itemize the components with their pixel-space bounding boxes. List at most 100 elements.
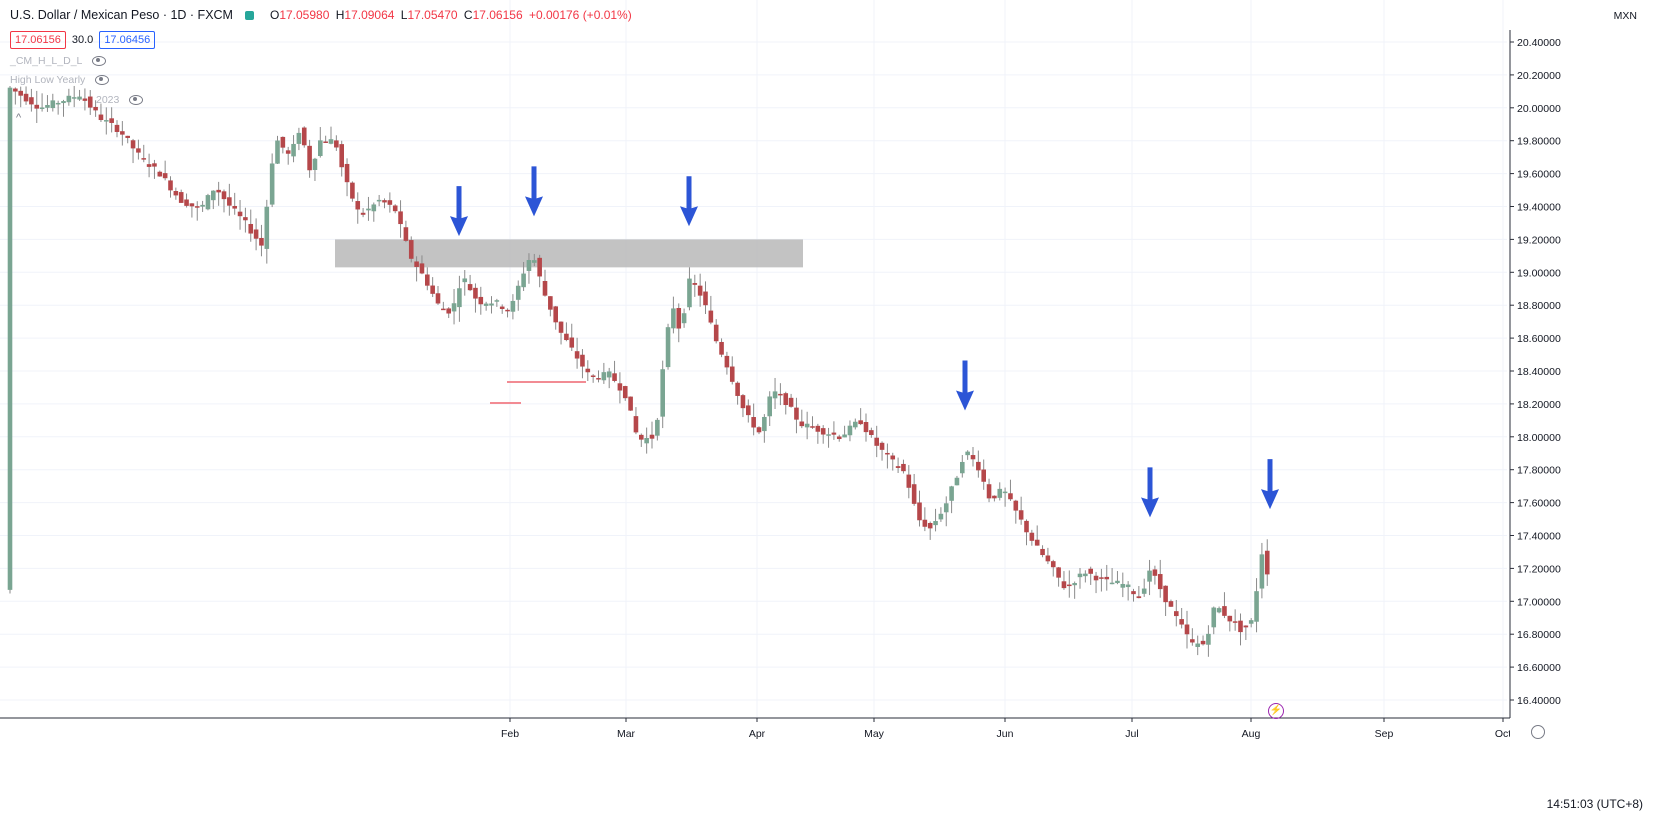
candle <box>794 397 799 434</box>
candle <box>77 89 82 101</box>
candle-body <box>665 327 671 368</box>
candle <box>1093 571 1099 594</box>
candle-body <box>986 484 992 499</box>
candle-body <box>232 205 237 209</box>
indicator-row-2[interactable]: High Low Yearly <box>10 74 110 86</box>
candle <box>1211 606 1217 635</box>
candle-body <box>858 420 863 425</box>
candle-body <box>847 425 853 436</box>
candle <box>467 274 473 292</box>
indicator-row-1[interactable]: _CM_H_L_D_L <box>10 55 107 67</box>
candle <box>671 296 676 334</box>
candle <box>970 446 976 467</box>
candle-body <box>1008 493 1013 500</box>
sell-price[interactable]: 17.06156 <box>10 31 66 49</box>
candle-body <box>810 426 815 428</box>
candle <box>200 200 205 212</box>
y-tick-label: 17.80000 <box>1517 465 1561 477</box>
candle-body <box>323 141 328 143</box>
candle-body <box>671 308 676 329</box>
eye-icon[interactable] <box>129 95 144 105</box>
candle-body <box>1200 640 1206 645</box>
candle-body <box>82 98 88 101</box>
candle <box>419 255 425 275</box>
candle <box>146 153 152 178</box>
candle-body <box>655 419 660 436</box>
candle-body <box>558 321 564 333</box>
candle-body <box>269 163 275 205</box>
candle-body <box>1206 633 1211 645</box>
candle-body <box>296 132 302 144</box>
candle-body <box>87 96 93 108</box>
indicator-row-3[interactable]: 2023 <box>96 94 144 106</box>
candle-body <box>50 100 56 109</box>
candle <box>109 107 114 133</box>
candle <box>981 459 986 490</box>
candle <box>430 277 435 298</box>
candle <box>681 308 687 328</box>
candle-body <box>334 140 339 148</box>
candle <box>708 295 714 325</box>
indicator-label: High Low Yearly <box>10 74 86 86</box>
candle <box>639 433 644 447</box>
candle <box>473 283 478 313</box>
gear-icon[interactable] <box>1531 725 1545 739</box>
candle-body <box>344 163 350 183</box>
candle-body <box>184 199 189 206</box>
candle-body <box>521 273 526 288</box>
candle-body <box>890 455 896 460</box>
clock[interactable]: 14:51:03 (UTC+8) <box>1546 797 1643 811</box>
chevron-up-icon[interactable]: ^ <box>16 112 22 124</box>
price-boxes: 17.06156 30.0 17.06456 <box>10 31 156 49</box>
candle <box>853 418 858 430</box>
candle-body <box>1002 491 1008 494</box>
eye-icon[interactable] <box>92 56 107 66</box>
candle-body <box>1045 555 1051 562</box>
candle-body <box>13 88 18 92</box>
candle <box>355 192 361 224</box>
candle-body <box>1077 573 1083 578</box>
candle <box>633 407 639 435</box>
candle-body <box>98 114 104 121</box>
candle <box>93 100 98 117</box>
candle <box>451 289 457 325</box>
close-label: C <box>463 8 473 22</box>
currency-label[interactable]: MXN <box>1613 10 1637 22</box>
candle <box>660 360 665 429</box>
candle <box>1254 578 1259 633</box>
candle-body <box>355 201 361 210</box>
price-axis[interactable]: 20.40000 20.20000 20.00000 19.80000 19.60000… <box>1509 0 1665 823</box>
candle-body <box>7 87 13 590</box>
candle-body <box>1259 554 1265 589</box>
candle <box>446 307 451 319</box>
lightning-icon[interactable]: ⚡ <box>1268 703 1284 719</box>
candle-body <box>901 463 906 472</box>
symbol-title[interactable]: U.S. Dollar / Mexican Peso · 1D · FXCM <box>10 8 233 22</box>
candle <box>1206 625 1211 657</box>
candle-body <box>612 373 617 381</box>
candle <box>526 253 532 284</box>
candle <box>87 90 93 115</box>
candle <box>360 208 366 218</box>
candle <box>922 507 928 532</box>
candle-body <box>1195 643 1200 647</box>
candle-body <box>125 135 130 138</box>
eye-icon[interactable] <box>95 75 110 85</box>
candle <box>178 189 184 203</box>
y-tick-label: 20.20000 <box>1517 70 1561 82</box>
candle <box>1131 588 1136 602</box>
candle <box>1077 568 1083 589</box>
candle-body <box>1216 608 1222 613</box>
candle <box>1238 613 1243 646</box>
candle-body <box>681 313 687 324</box>
buy-price[interactable]: 17.06456 <box>99 31 156 49</box>
candle <box>1067 570 1072 598</box>
candle <box>965 450 970 460</box>
candle <box>606 367 612 389</box>
candle-body <box>360 212 366 215</box>
y-tick-label: 17.20000 <box>1517 563 1561 575</box>
candle-body <box>366 208 371 211</box>
candle <box>157 170 163 177</box>
candle <box>729 356 735 385</box>
